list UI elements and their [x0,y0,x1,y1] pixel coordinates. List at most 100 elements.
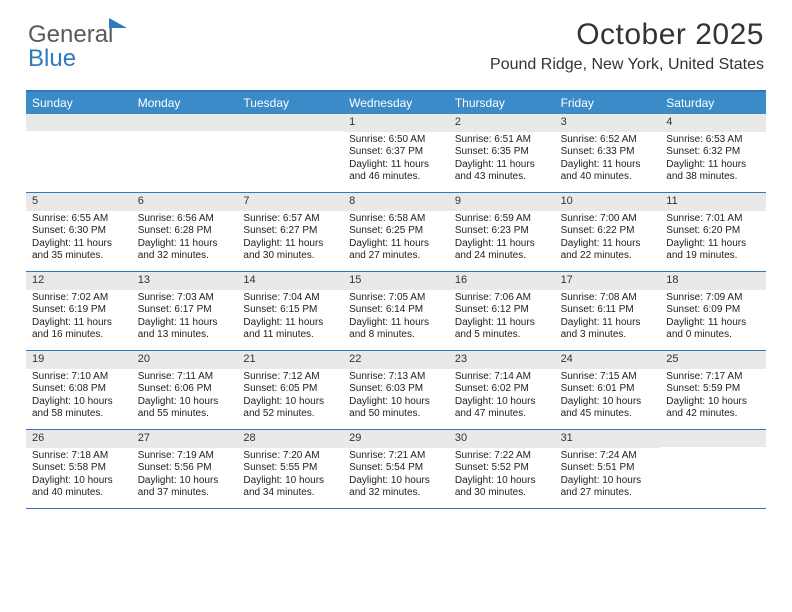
weeks-container: 1Sunrise: 6:50 AMSunset: 6:37 PMDaylight… [26,114,766,509]
sunrise-line: Sunrise: 6:59 AM [455,213,549,226]
day-number: 28 [237,430,343,448]
sunset-line: Sunset: 6:25 PM [349,225,443,238]
sunrise-line: Sunrise: 6:57 AM [243,213,337,226]
sunset-line: Sunset: 5:54 PM [349,462,443,475]
day-cell: 21Sunrise: 7:12 AMSunset: 6:05 PMDayligh… [237,351,343,429]
sunset-line: Sunset: 6:22 PM [561,225,655,238]
day-info: Sunrise: 7:21 AMSunset: 5:54 PMDaylight:… [343,448,449,504]
sunset-line: Sunset: 5:56 PM [138,462,232,475]
sunrise-line: Sunrise: 6:52 AM [561,134,655,147]
day-info: Sunrise: 7:11 AMSunset: 6:06 PMDaylight:… [132,369,238,425]
day-cell: 29Sunrise: 7:21 AMSunset: 5:54 PMDayligh… [343,430,449,508]
day-cell: 12Sunrise: 7:02 AMSunset: 6:19 PMDayligh… [26,272,132,350]
sunrise-line: Sunrise: 7:20 AM [243,450,337,463]
sunset-line: Sunset: 6:02 PM [455,383,549,396]
sunrise-line: Sunrise: 7:01 AM [666,213,760,226]
sunrise-line: Sunrise: 7:24 AM [561,450,655,463]
day-number: 29 [343,430,449,448]
day-cell: 6Sunrise: 6:56 AMSunset: 6:28 PMDaylight… [132,193,238,271]
daylight-line: Daylight: 11 hours and 43 minutes. [455,159,549,184]
daylight-line: Daylight: 11 hours and 5 minutes. [455,317,549,342]
daylight-line: Daylight: 11 hours and 38 minutes. [666,159,760,184]
day-number: 27 [132,430,238,448]
day-info: Sunrise: 7:20 AMSunset: 5:55 PMDaylight:… [237,448,343,504]
day-info: Sunrise: 6:56 AMSunset: 6:28 PMDaylight:… [132,211,238,267]
sunrise-line: Sunrise: 6:58 AM [349,213,443,226]
day-header-cell: Saturday [660,92,766,114]
sunrise-line: Sunrise: 7:00 AM [561,213,655,226]
location: Pound Ridge, New York, United States [490,56,764,74]
daylight-line: Daylight: 11 hours and 13 minutes. [138,317,232,342]
day-info: Sunrise: 7:04 AMSunset: 6:15 PMDaylight:… [237,290,343,346]
day-number: 9 [449,193,555,211]
sunset-line: Sunset: 6:33 PM [561,146,655,159]
day-info: Sunrise: 7:03 AMSunset: 6:17 PMDaylight:… [132,290,238,346]
day-number: 14 [237,272,343,290]
day-cell: 13Sunrise: 7:03 AMSunset: 6:17 PMDayligh… [132,272,238,350]
daylight-line: Daylight: 11 hours and 27 minutes. [349,238,443,263]
day-cell: 24Sunrise: 7:15 AMSunset: 6:01 PMDayligh… [555,351,661,429]
day-cell: 17Sunrise: 7:08 AMSunset: 6:11 PMDayligh… [555,272,661,350]
day-number: 7 [237,193,343,211]
sunset-line: Sunset: 6:37 PM [349,146,443,159]
sunset-line: Sunset: 6:20 PM [666,225,760,238]
daylight-line: Daylight: 11 hours and 30 minutes. [243,238,337,263]
title-block: October 2025 Pound Ridge, New York, Unit… [490,18,764,74]
logo: General Blue [28,18,127,71]
sunset-line: Sunset: 6:28 PM [138,225,232,238]
day-number: 18 [660,272,766,290]
sunrise-line: Sunrise: 7:05 AM [349,292,443,305]
day-cell: 18Sunrise: 7:09 AMSunset: 6:09 PMDayligh… [660,272,766,350]
daylight-line: Daylight: 10 hours and 47 minutes. [455,396,549,421]
daylight-line: Daylight: 11 hours and 35 minutes. [32,238,126,263]
day-info: Sunrise: 7:15 AMSunset: 6:01 PMDaylight:… [555,369,661,425]
sunset-line: Sunset: 5:59 PM [666,383,760,396]
daylight-line: Daylight: 10 hours and 45 minutes. [561,396,655,421]
day-number: 1 [343,114,449,132]
sunrise-line: Sunrise: 7:13 AM [349,371,443,384]
sunrise-line: Sunrise: 7:19 AM [138,450,232,463]
calendar: SundayMondayTuesdayWednesdayThursdayFrid… [26,90,766,509]
day-cell: 19Sunrise: 7:10 AMSunset: 6:08 PMDayligh… [26,351,132,429]
day-cell: 28Sunrise: 7:20 AMSunset: 5:55 PMDayligh… [237,430,343,508]
month-title: October 2025 [490,18,764,52]
sunrise-line: Sunrise: 7:03 AM [138,292,232,305]
day-number: 3 [555,114,661,132]
logo-part1: General [28,21,113,48]
day-cell: 9Sunrise: 6:59 AMSunset: 6:23 PMDaylight… [449,193,555,271]
daylight-line: Daylight: 11 hours and 3 minutes. [561,317,655,342]
day-number: 5 [26,193,132,211]
day-number: 22 [343,351,449,369]
day-info: Sunrise: 7:24 AMSunset: 5:51 PMDaylight:… [555,448,661,504]
day-info: Sunrise: 6:51 AMSunset: 6:35 PMDaylight:… [449,132,555,188]
week-row: 19Sunrise: 7:10 AMSunset: 6:08 PMDayligh… [26,351,766,430]
day-info: Sunrise: 7:12 AMSunset: 6:05 PMDaylight:… [237,369,343,425]
sunset-line: Sunset: 6:03 PM [349,383,443,396]
day-cell: 16Sunrise: 7:06 AMSunset: 6:12 PMDayligh… [449,272,555,350]
day-number: 21 [237,351,343,369]
day-number: 19 [26,351,132,369]
day-info: Sunrise: 7:10 AMSunset: 6:08 PMDaylight:… [26,369,132,425]
day-header-cell: Friday [555,92,661,114]
day-cell: 4Sunrise: 6:53 AMSunset: 6:32 PMDaylight… [660,114,766,192]
day-cell: 11 Sunrise: 7:01 AMSunset: 6:20 PMDayligh… [660,193,766,271]
sunset-line: Sunset: 6:30 PM [32,225,126,238]
day-number: 31 [555,430,661,448]
day-number: 25 [660,351,766,369]
day-info: Sunrise: 6:52 AMSunset: 6:33 PMDaylight:… [555,132,661,188]
day-cell: 30Sunrise: 7:22 AMSunset: 5:52 PMDayligh… [449,430,555,508]
day-number: 16 [449,272,555,290]
day-cell: 22Sunrise: 7:13 AMSunset: 6:03 PMDayligh… [343,351,449,429]
daylight-line: Daylight: 11 hours and 46 minutes. [349,159,443,184]
sunrise-line: Sunrise: 7:02 AM [32,292,126,305]
week-row: 5Sunrise: 6:55 AMSunset: 6:30 PMDaylight… [26,193,766,272]
daylight-line: Daylight: 10 hours and 30 minutes. [455,475,549,500]
empty-cell [237,114,343,192]
day-info: Sunrise: 7:08 AMSunset: 6:11 PMDaylight:… [555,290,661,346]
day-number: 2 [449,114,555,132]
day-cell: 10Sunrise: 7:00 AMSunset: 6:22 PMDayligh… [555,193,661,271]
daylight-line: Daylight: 11 hours and 19 minutes. [666,238,760,263]
sunrise-line: Sunrise: 6:56 AM [138,213,232,226]
daylight-line: Daylight: 11 hours and 11 minutes. [243,317,337,342]
day-number: 11 [660,193,766,211]
